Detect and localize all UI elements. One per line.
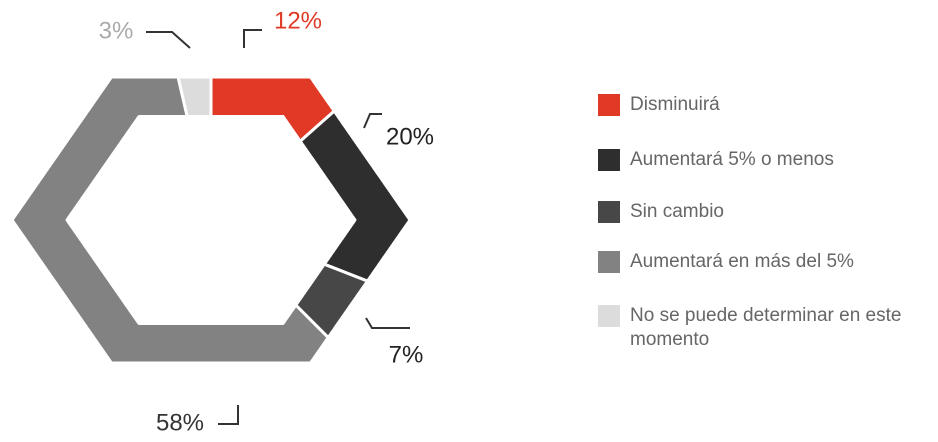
legend-label: Aumentará 5% o menos [630,149,834,170]
leader-line [218,405,239,425]
legend-swatch [598,305,620,327]
legend-swatch [598,149,620,171]
legend-label: Sin cambio [630,201,724,222]
segment [176,75,213,118]
legend-item: Aumentará 5% o menos [598,148,928,172]
leader-line [146,31,191,49]
value-label: 7% [389,341,424,368]
legend-label: Aumentará en más del 5% [630,251,854,272]
legend-swatch [598,251,620,273]
value-label: 58% [156,409,204,436]
legend-item: Aumentará en más del 5% [598,250,928,274]
leader-line [243,29,262,48]
segment [10,75,331,365]
legend-item: No se puede determinar en este momento [598,304,928,352]
leader-line [365,317,410,329]
legend-swatch [598,94,620,116]
legend-label: No se puede determinar en este momento [630,305,902,350]
value-label: 3% [99,17,134,44]
legend-swatch [598,201,620,223]
legend-item: Disminuirá [598,93,928,117]
value-label: 20% [386,123,434,150]
leader-line [363,113,382,129]
legend-item: Sin cambio [598,200,928,224]
value-label: 12% [274,7,322,34]
legend-label: Disminuirá [630,94,720,115]
